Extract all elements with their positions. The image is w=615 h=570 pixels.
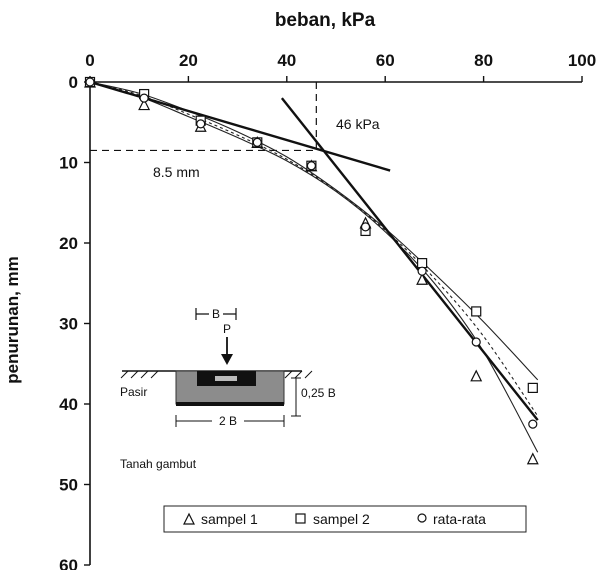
axis-ticks: 0 20 40 60 80 100 0 10 20 30 40 50 60: [59, 51, 596, 570]
fit-curve: [89, 81, 539, 381]
marker-sampel-1: [138, 98, 151, 111]
footing-inset: B P Pasir 0,25 B 2 B Tanah: [120, 306, 336, 471]
y-tick-label: 60: [59, 556, 78, 570]
x-tick-label: 60: [376, 51, 395, 70]
marker-rata-rata: [196, 119, 206, 129]
marker-sampel-1: [470, 369, 483, 382]
marker-rata-rata: [528, 419, 538, 429]
marker-rata-rata: [85, 77, 95, 87]
x-tick-label: 40: [277, 51, 296, 70]
soil-label: Tanah gambut: [120, 457, 197, 471]
reference-lines: [90, 82, 317, 152]
x-tick-label: 80: [474, 51, 493, 70]
sand-label: Pasir: [120, 385, 147, 399]
marker-rata-rata: [417, 266, 427, 276]
load-arrow-head: [221, 354, 233, 365]
y-tick-label: 0: [69, 73, 78, 92]
legend-label-sampel-2: sampel 2: [313, 511, 370, 527]
marker-sampel-2: [527, 382, 538, 393]
legend: sampel 1 sampel 2 rata-rata: [163, 505, 527, 533]
marker-sampel-2: [471, 306, 482, 317]
marker-rata-rata: [306, 161, 316, 171]
inset-load-label: P: [223, 322, 231, 336]
legend-marker-rata-rata: [417, 513, 427, 523]
x-tick-label: 0: [85, 51, 94, 70]
y-tick-label: 40: [59, 395, 78, 414]
base-label: 2 B: [219, 414, 237, 428]
marker-sampel-1: [526, 452, 539, 465]
fit-curve: [89, 81, 539, 417]
ground-hatching-right: [284, 370, 313, 379]
marker-rata-rata: [139, 93, 149, 103]
y-tick-label: 30: [59, 315, 78, 334]
y-tick-label: 10: [59, 154, 78, 173]
x-tick-label: 20: [179, 51, 198, 70]
legend-label-rata-rata: rata-rata: [433, 511, 486, 527]
x-axis-title: beban, kPa: [275, 10, 376, 31]
fit-curve: [89, 81, 539, 453]
marker-rata-rata: [360, 222, 371, 232]
fit-curves: [89, 81, 539, 453]
marker-rata-rata: [252, 137, 262, 147]
y-axis-title: penurunan, mm: [3, 256, 22, 384]
legend-marker-sampel-1: [183, 512, 195, 525]
load-annotation: 46 kPa: [336, 116, 380, 132]
legend-marker-sampel-2: [295, 513, 306, 524]
legend-label-sampel-1: sampel 1: [201, 511, 258, 527]
y-tick-label: 20: [59, 234, 78, 253]
x-tick-label: 100: [568, 51, 596, 70]
depth-label: 0,25 B: [301, 386, 336, 400]
inset-width-label: B: [212, 307, 220, 321]
settlement-annotation: 8.5 mm: [153, 164, 200, 180]
tangent-line: [280, 97, 539, 421]
y-tick-label: 50: [59, 476, 78, 495]
marker-sampel-1: [416, 272, 429, 285]
marker-rata-rata: [471, 337, 481, 347]
data-markers: [84, 75, 539, 465]
legend-box: [163, 505, 527, 533]
marker-sampel-2: [417, 258, 428, 269]
footing-texture: [215, 376, 237, 381]
ground-hatching-left: [120, 370, 159, 379]
tangent-lines: [89, 80, 539, 421]
